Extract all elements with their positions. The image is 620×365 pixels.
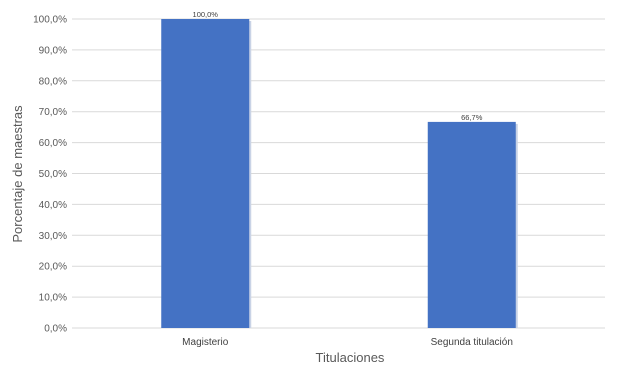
bars [161,19,518,328]
y-axis-title: Porcentaje de maestras [10,105,25,243]
y-tick-label: 100,0% [33,15,67,26]
data-labels: 100,0% 66,7% [193,10,483,122]
bar-2 [427,121,516,328]
y-tick-label: 60,0% [39,138,67,149]
x-category-label: Magisterio [182,337,229,348]
bar-1 [161,19,250,328]
y-tick-label: 30,0% [39,231,67,242]
x-category-label: Segunda titulación [431,337,513,348]
y-tick-label: 0,0% [44,324,67,335]
data-label: 66,7% [461,113,483,122]
data-label: 100,0% [193,10,219,19]
x-axis-title: Titulaciones [316,350,385,365]
x-axis-categories: Magisterio Segunda titulación [182,337,513,348]
y-tick-label: 90,0% [39,45,67,56]
y-tick-label: 20,0% [39,262,67,273]
y-tick-label: 70,0% [39,107,67,118]
y-tick-label: 40,0% [39,200,67,211]
y-tick-label: 80,0% [39,76,67,87]
gridlines [72,18,605,329]
y-tick-label: 50,0% [39,169,67,180]
y-tick-label: 10,0% [39,293,67,304]
y-axis-ticks: 0,0% 10,0% 20,0% 30,0% 40,0% 50,0% 60,0% 70,0% 8… [33,15,67,335]
